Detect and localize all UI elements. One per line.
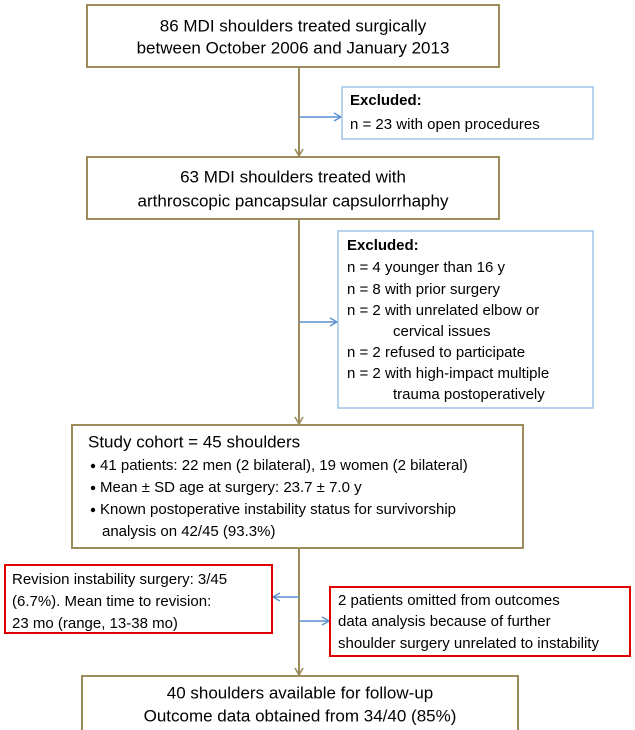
box-text: n = 4 younger than 16 y — [347, 259, 506, 276]
box-text: n = 23 with open procedures — [350, 116, 540, 133]
outcome-box — [329, 586, 631, 657]
box — [86, 4, 500, 68]
bullet — [90, 485, 96, 491]
box-text: cervical issues — [393, 323, 491, 340]
box-text: Outcome data obtained from 34/40 (85%) — [144, 706, 457, 725]
box-text: n = 2 with unrelated elbow or — [347, 302, 539, 319]
box-text: Revision instability surgery: 3/45 — [12, 571, 227, 588]
box-text: arthroscopic pancapsular capsulorrhaphy — [138, 191, 449, 210]
box — [81, 675, 519, 730]
box-text: 86 MDI shoulders treated surgically — [160, 16, 427, 35]
box-text: Mean ± SD age at surgery: 23.7 ± 7.0 y — [100, 479, 362, 496]
box-title: Excluded: — [347, 237, 419, 254]
box-text: 40 shoulders available for follow-up — [167, 683, 434, 702]
outcome-box — [4, 564, 273, 634]
box — [86, 156, 500, 220]
box-title: Excluded: — [350, 92, 422, 109]
box-text: 2 patients omitted from outcomes — [338, 592, 560, 609]
exclusion-box — [337, 230, 594, 409]
box — [71, 424, 524, 549]
box-text: n = 8 with prior surgery — [347, 281, 500, 298]
box-text: 63 MDI shoulders treated with — [180, 167, 406, 186]
box-text: (6.7%). Mean time to revision: — [12, 593, 211, 610]
bullet — [90, 463, 96, 469]
box-text: Known postoperative instability status f… — [100, 501, 456, 518]
box-text: between October 2006 and January 2013 — [137, 38, 450, 57]
box-text: analysis on 42/45 (93.3%) — [102, 523, 275, 540]
box-text: 41 patients: 22 men (2 bilateral), 19 wo… — [100, 457, 468, 474]
box-text: n = 2 refused to participate — [347, 344, 525, 361]
box-title: Study cohort = 45 shoulders — [88, 432, 300, 451]
box-text: n = 2 with high-impact multiple — [347, 365, 549, 382]
box-text: 23 mo (range, 13-38 mo) — [12, 615, 178, 632]
bullet — [90, 507, 96, 513]
exclusion-box — [341, 86, 594, 140]
box-text: trauma postoperatively — [393, 386, 545, 403]
box-text: data analysis because of further — [338, 613, 551, 630]
box-text: shoulder surgery unrelated to instabilit… — [338, 635, 599, 652]
